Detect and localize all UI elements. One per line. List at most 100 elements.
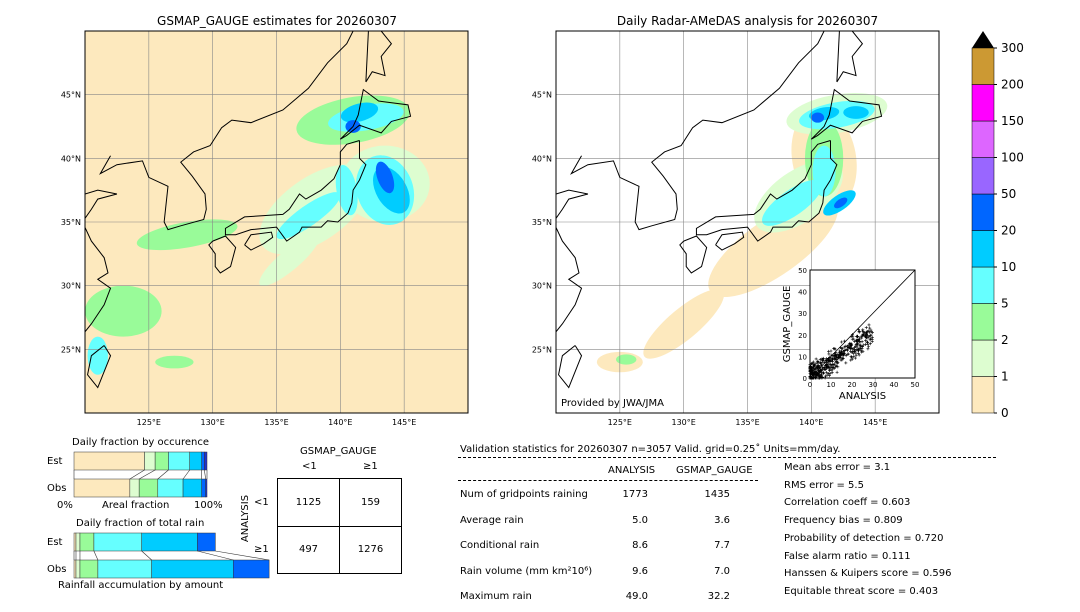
rain-bar-segment	[73, 559, 77, 579]
scatter-point	[849, 335, 853, 339]
score-line: Mean abs error = 3.1	[784, 462, 891, 473]
occurrence-bar-segment	[73, 451, 145, 471]
scatter-point	[830, 368, 834, 372]
scatter-point	[839, 358, 843, 362]
colorbar-bin	[971, 303, 995, 341]
rain-area	[843, 106, 869, 119]
scatter-point	[849, 355, 853, 359]
scatter-point	[827, 352, 831, 356]
scatter-point	[852, 355, 856, 359]
rain-title: Daily fraction of total rain	[76, 518, 205, 529]
scatter-point	[808, 363, 812, 367]
scatter-y-tick: 0	[803, 375, 807, 383]
occurrence-bar-connector	[182, 469, 190, 480]
occ-est-label: Est	[47, 456, 63, 467]
scatter-point	[866, 347, 870, 351]
scatter-x-tick: 30	[869, 381, 878, 389]
ct-cell: 1125	[295, 497, 322, 508]
scatter-x-tick: 40	[890, 381, 899, 389]
lat-tick-label: 35°N	[61, 218, 81, 227]
scatter-point	[846, 349, 850, 353]
lon-tick-label: 145°E	[392, 418, 416, 427]
rain-area	[811, 112, 825, 123]
stat-label: Maximum rain	[460, 591, 532, 602]
scatter-point	[853, 339, 857, 343]
stat-analysis: 5.0	[632, 514, 648, 526]
stat-gsmap: 1435	[704, 489, 730, 500]
rain-bar-segment	[79, 532, 95, 552]
scatter-point	[814, 357, 818, 361]
scatter-point	[826, 358, 830, 362]
scatter-point	[825, 357, 829, 361]
rain-area	[136, 219, 238, 251]
scatter-point	[820, 358, 824, 362]
lat-tick-label: 45°N	[532, 91, 552, 100]
coastline-shikoku	[715, 231, 745, 251]
rain-bar-segment	[73, 532, 77, 552]
score-line: Probability of detection = 0.720	[784, 532, 944, 544]
scatter-point	[828, 359, 832, 363]
scatter-point	[826, 366, 830, 370]
stats-header: Validation statistics for 20260307 n=305…	[460, 444, 841, 455]
scatter-point	[858, 346, 862, 350]
coastline-honshu	[224, 140, 367, 242]
scatter-y-tick: 10	[798, 353, 807, 361]
stat-gsmap: 3.6	[714, 514, 730, 526]
coastline-taiwan	[558, 345, 583, 389]
scatter-point	[861, 328, 865, 332]
lat-tick-label: 30°N	[61, 282, 81, 291]
occurrence-bar-segment	[138, 478, 159, 498]
scatter-point	[829, 362, 833, 366]
scatter-point	[862, 333, 866, 337]
stat-analysis: 9.6	[632, 565, 648, 577]
rain-bar-connector	[215, 550, 270, 561]
scatter-point	[823, 376, 827, 380]
stat-gsmap: 32.2	[707, 591, 730, 602]
scatter-point	[835, 360, 839, 364]
scatter-point	[864, 326, 868, 330]
scatter-point	[867, 323, 871, 327]
coastline-hokkaido	[810, 88, 883, 140]
colorbar-label: 5	[1001, 297, 1009, 311]
score-line: Frequency bias = 0.809	[784, 515, 903, 527]
stat-label: Average rain	[460, 514, 524, 526]
scatter-point	[839, 352, 843, 356]
colorbar-label: 150	[1001, 114, 1024, 128]
coastline-korea	[570, 31, 825, 231]
colorbar-bin	[971, 120, 995, 158]
coastline-honshu	[695, 140, 838, 242]
rain-area	[616, 354, 637, 365]
left-map: 125°E 130°E 135°E 140°E 145°E 45°N 40°N 35°N 30°…	[61, 30, 469, 427]
scatter-point	[821, 367, 825, 371]
ct-row-2: ≥1	[254, 544, 269, 555]
scatter-point	[827, 374, 831, 378]
colorbar-label: 20	[1001, 224, 1016, 238]
rain-bar-connector	[197, 550, 234, 561]
scatter-point	[854, 353, 858, 357]
occ-xlabel: Areal fraction	[102, 500, 170, 511]
coastline-sakhalin	[836, 31, 864, 83]
scatter-point	[815, 372, 819, 376]
scatter-point	[866, 342, 870, 346]
scatter-point	[823, 360, 827, 364]
scatter-point	[839, 340, 843, 344]
rain-bar-segment	[141, 532, 198, 552]
scatter-point	[812, 367, 816, 371]
rain-area	[276, 192, 341, 240]
scatter-point	[848, 346, 852, 350]
coastline-taiwan	[87, 345, 112, 389]
colorbar-bin	[971, 266, 995, 304]
scatter-point	[830, 371, 834, 375]
divider	[458, 457, 996, 458]
stats-col-analysis: ANALYSIS	[608, 465, 656, 476]
scatter-point	[817, 376, 821, 380]
scatter-point	[853, 345, 857, 349]
coastline-mainland	[556, 189, 589, 376]
occurrence-bar-segment	[182, 478, 202, 498]
rain-xlabel: Rainfall accumulation by amount	[58, 580, 224, 591]
scatter-point	[808, 364, 812, 368]
scatter-y-tick: 20	[798, 332, 807, 340]
scatter-point	[830, 359, 834, 363]
scatter-point	[861, 332, 865, 336]
